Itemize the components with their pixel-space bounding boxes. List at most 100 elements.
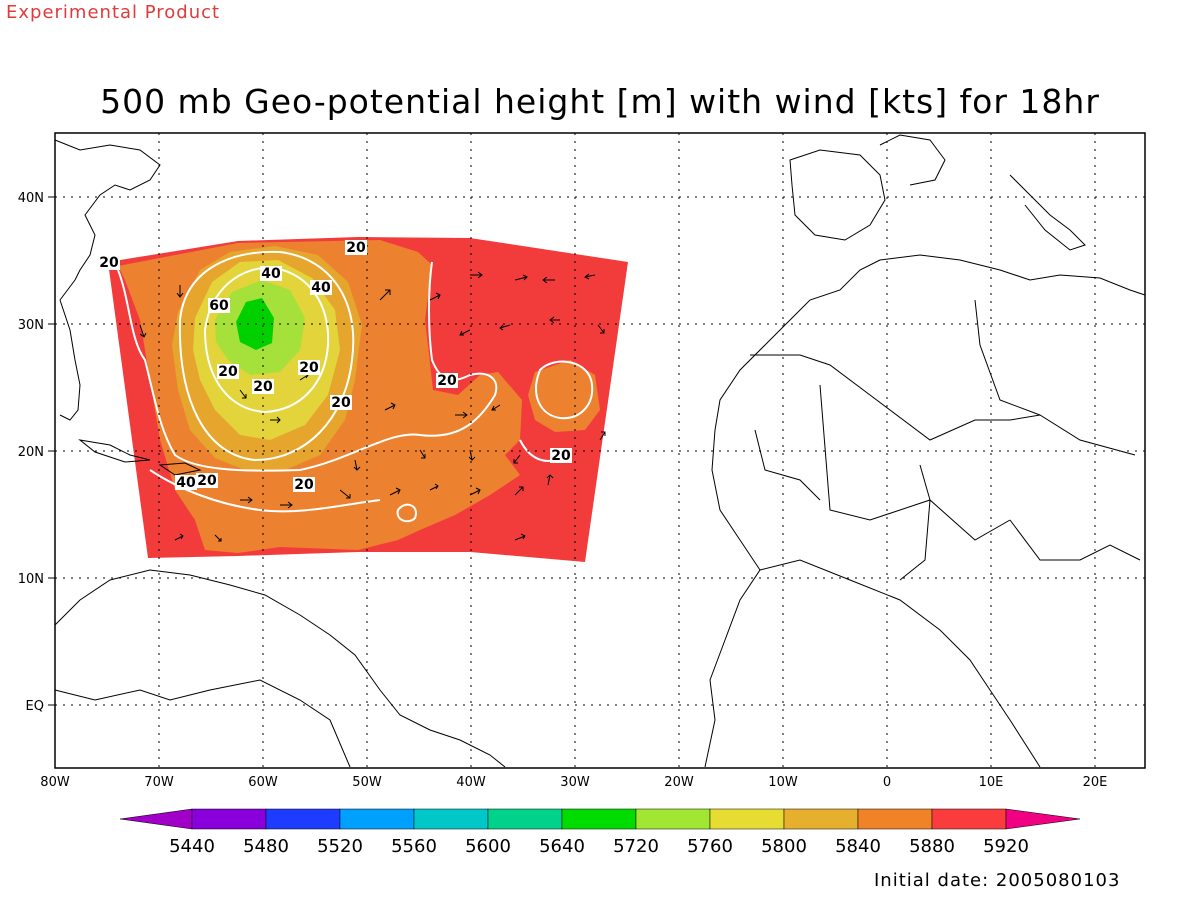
contour-label: 20 [252,379,274,395]
colorbar-label: 5440 [169,836,215,857]
colorbar-segment [339,808,415,830]
contour-line [178,250,355,462]
contour-label: 20 [330,395,352,411]
lon-labels: 80W 70W 60W 50W 40W 30W 20W 10W 0 10E 20… [40,775,1107,790]
grid-lines [55,133,1145,768]
south-america-inner [54,679,351,768]
colorbar [119,808,1081,830]
contour-label: 20 [196,473,218,489]
contour-label: 60 [208,298,230,314]
wind-arrow [469,487,481,496]
wind-arrow [239,389,247,399]
initial-date-label: Initial date: 2005080103 [874,870,1121,891]
wind-arrow [514,533,526,541]
colorbar-label: 5880 [909,836,955,857]
lon-label: 10W [768,775,798,790]
colorbar-low-arrow [119,808,193,830]
wind-arrow [270,416,281,424]
wind-arrow [459,329,471,336]
svg-text:20: 20 [218,364,238,380]
wind-arrow [339,489,351,499]
contour-label: 20 [550,448,572,464]
colorbar-label: 5720 [613,836,659,857]
lon-label: 30W [560,775,590,790]
wind-arrow [176,285,184,298]
colorbar-segment [709,808,785,830]
lat-label: 30N [18,318,44,333]
lat-label: 10N [18,572,44,587]
wind-arrow [584,273,596,280]
colorbar-label: 5640 [539,836,585,857]
colorbar-segment [561,808,637,830]
wind-arrow [429,292,441,301]
africa-coast [704,559,1041,768]
lat-label: 40N [18,191,44,206]
south-america-coast [54,569,506,768]
contour-label: 20 [217,364,239,380]
wind-arrow [240,496,253,504]
wind-arrow [491,404,501,411]
wind-arrow [513,454,521,464]
svg-text:20: 20 [253,379,273,395]
wind-arrow [546,474,554,486]
wind-arrow [429,483,439,491]
wind-arrow [280,501,293,509]
experimental-product-label: Experimental Product [6,2,221,23]
svg-text:40: 40 [176,475,196,491]
wind-arrow [549,316,560,324]
colorbar-label: 5480 [243,836,289,857]
africa-border [1009,519,1141,561]
map-title: 500 mb Geo-potential height [m] with win… [100,82,1100,121]
contour-label: 20 [436,373,458,389]
contour-line [396,503,417,523]
svg-text:20: 20 [294,477,314,493]
africa-border [819,384,1011,541]
hispaniola-coast [158,462,202,476]
lon-label: 80W [40,775,70,790]
colorbar-label: 5520 [317,836,363,857]
north-america-coast [54,139,161,301]
wind-arrow [353,459,361,471]
height-field [108,237,628,562]
wind-arrows [139,271,606,542]
wind-arrow [174,533,184,541]
wind-arrow [599,431,606,441]
wind-arrow [379,289,391,301]
lon-label: 20W [664,775,694,790]
cuba-coast [78,439,151,463]
contour-label: 40 [260,266,282,282]
iberia-coast [789,149,886,241]
svg-text:20: 20 [437,373,457,389]
wind-arrow [499,324,511,331]
contour-label: 40 [310,280,332,296]
contour-label: 20 [345,240,367,256]
colorbar-segment [487,808,563,830]
contour-line [203,266,330,414]
lon-label: 20E [1083,775,1108,790]
africa-north-coast [879,254,1146,296]
svg-text:20: 20 [99,255,119,271]
lon-label: 40W [456,775,486,790]
florida-coast [59,299,81,421]
svg-text:20: 20 [551,448,571,464]
lat-label: 20N [18,445,44,460]
contour-label: 40 [175,475,197,491]
lat-label: EQ [26,699,44,714]
colorbar-segment [413,808,489,830]
wind-arrow [514,486,524,496]
svg-text:20: 20 [197,473,217,489]
colorbar-segment [191,808,267,830]
colorbar-label: 5600 [465,836,511,857]
africa-border [974,299,1041,416]
contour-label: 20 [98,255,120,271]
contour-labels: 20 40 40 60 20 20 20 20 20 20 40 20 20 2… [98,240,572,493]
coastlines [54,134,1146,768]
lon-label: 10E [979,775,1004,790]
wind-arrow [384,402,396,411]
colorbar-segment [857,808,933,830]
svg-text:20: 20 [346,240,366,256]
lon-label: 50W [352,775,382,790]
wind-arrow [455,411,468,419]
field-orange-blob [528,360,600,432]
